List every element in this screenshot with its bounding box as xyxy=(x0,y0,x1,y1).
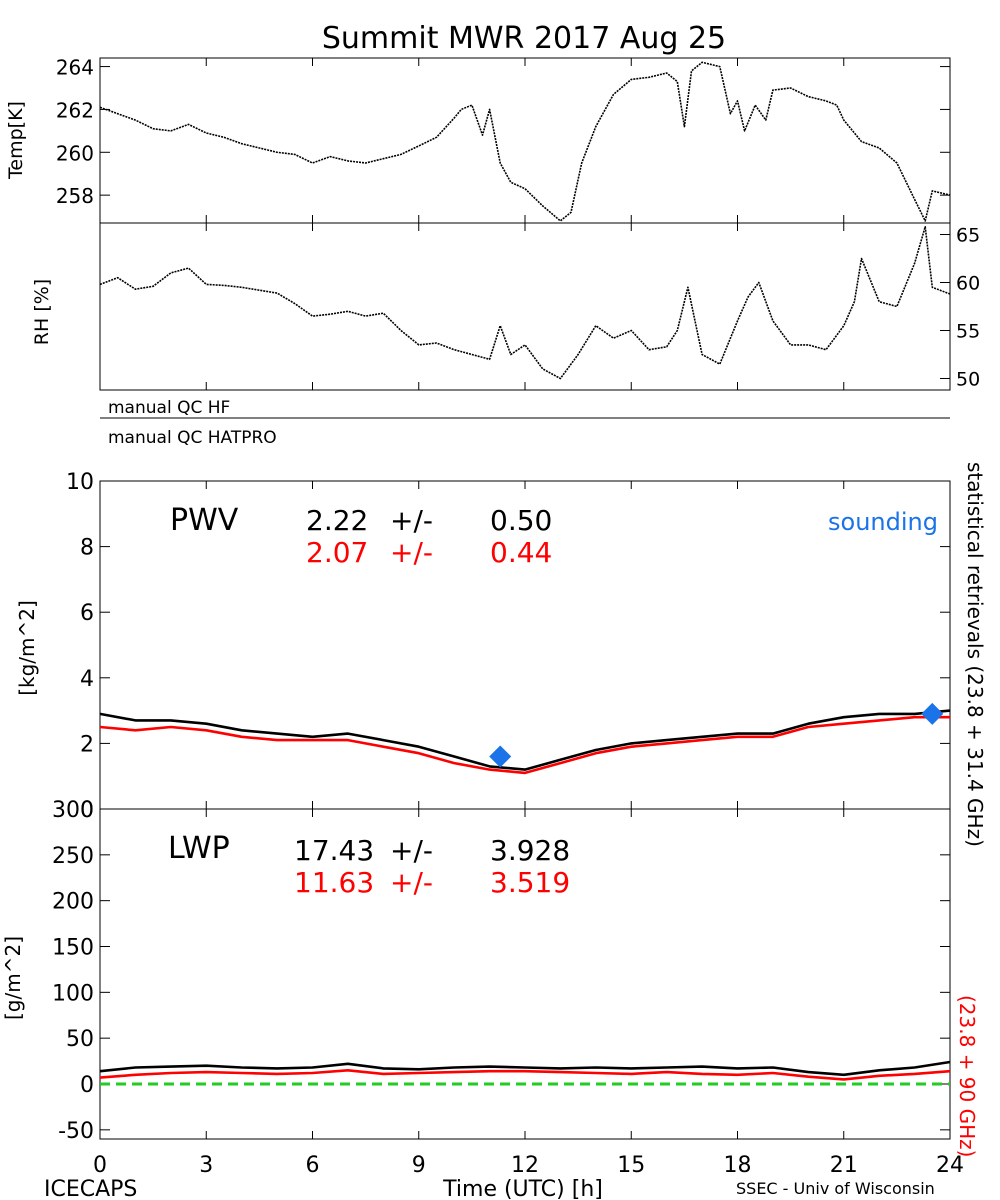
lwp-ytick-label: 200 xyxy=(52,890,94,915)
lwp-stat-black-mean: 17.43 xyxy=(294,834,374,867)
temperature-ytick-label: 260 xyxy=(56,141,94,165)
x-axis-label: Time (UTC) [h] xyxy=(442,1177,603,1200)
footer-right: SSEC - Univ of Wisconsin xyxy=(736,1179,935,1198)
right-label-black: statistical retrievals (23.8 + 31.4 GHz) xyxy=(963,462,987,847)
qc-label-hatpro: manual QC HATPRO xyxy=(108,428,277,448)
sounding-point xyxy=(921,702,944,725)
temperature-ytick-label: 264 xyxy=(56,56,94,80)
relative_humidity-series-black-line xyxy=(99,226,951,380)
lwp-ytick-label: -50 xyxy=(58,1119,94,1144)
temperature-ytick-label: 262 xyxy=(56,98,94,122)
pwv-ytick-label: 10 xyxy=(66,470,94,495)
pwv-stat-black-sd: 0.50 xyxy=(490,504,552,537)
qc-label-hf: manual QC HF xyxy=(108,398,230,418)
lwp-series-red-line xyxy=(99,1069,951,1081)
pwv-ytick-label: 6 xyxy=(80,601,94,626)
pwv-axis-label: [kg/m^2] xyxy=(15,600,39,696)
relative_humidity-ytick-label: 65 xyxy=(956,225,980,247)
sounding-point xyxy=(489,745,512,768)
relative_humidity-ytick-label: 50 xyxy=(956,368,980,390)
temperature-ytick-label: 258 xyxy=(56,184,94,208)
temperature-axis-label: Temp[K] xyxy=(5,101,27,180)
xtick-label: 18 xyxy=(724,1153,752,1178)
rh-axis-label: RH [%] xyxy=(31,279,53,345)
xtick-label: 6 xyxy=(306,1153,320,1178)
lwp-stat-black-sd: 3.928 xyxy=(490,834,570,867)
lwp-ytick-label: 300 xyxy=(52,798,94,823)
lwp-ytick-label: 150 xyxy=(52,936,94,961)
xtick-label: 9 xyxy=(412,1153,426,1178)
pwv-panel-label: PWV xyxy=(170,503,239,538)
xtick-label: 0 xyxy=(93,1153,107,1178)
xtick-label: 3 xyxy=(199,1153,213,1178)
lwp-ytick-label: 100 xyxy=(52,981,94,1006)
lwp-stat-red-sd: 3.519 xyxy=(490,866,570,899)
lwp-axis-label: [g/m^2] xyxy=(1,936,25,1020)
lwp-stat-black-pm: +/- xyxy=(390,834,433,867)
footer-left: ICECAPS xyxy=(44,1177,137,1200)
lwp-stat-red-mean: 11.63 xyxy=(294,866,374,899)
pwv-ytick-label: 2 xyxy=(80,732,94,757)
pwv-series-red-line xyxy=(99,715,950,775)
pwv-stat-black-pm: +/- xyxy=(390,504,433,537)
pwv-ytick-label: 8 xyxy=(80,536,94,561)
xtick-label: 24 xyxy=(936,1153,964,1178)
pwv-stat-black-mean: 2.22 xyxy=(306,504,368,537)
pwv-stat-red-sd: 0.44 xyxy=(490,536,552,569)
temperature-frame xyxy=(99,57,951,224)
chart-title: Summit MWR 2017 Aug 25 xyxy=(322,21,726,56)
right-label-red: (23.8 + 90 GHz) xyxy=(955,995,979,1157)
lwp-panel-label: LWP xyxy=(168,831,230,866)
sounding-legend: sounding xyxy=(828,508,938,536)
pwv-ytick-label: 4 xyxy=(80,667,94,692)
pwv-stat-red-pm: +/- xyxy=(390,536,433,569)
pwv-ytick-label: 0 xyxy=(80,798,94,823)
xtick-label: 12 xyxy=(511,1153,539,1178)
lwp-ytick-label: 250 xyxy=(52,844,94,869)
rh-frame xyxy=(99,222,951,391)
lwp-ytick-label: 0 xyxy=(80,1073,94,1098)
pwv-stat-red-mean: 2.07 xyxy=(306,536,368,569)
lwp-series-black-line xyxy=(99,1060,951,1077)
lwp-stat-red-pm: +/- xyxy=(390,866,433,899)
xtick-label: 21 xyxy=(830,1153,858,1178)
lwp-ytick-label: 50 xyxy=(66,1027,94,1052)
relative_humidity-ytick-label: 60 xyxy=(956,273,980,295)
plot-layer: 258260262264505560650246810-500501001502… xyxy=(52,56,980,1178)
pwv-series-black-line xyxy=(99,709,951,771)
relative_humidity-ytick-label: 55 xyxy=(956,320,980,342)
temperature-series-black-line xyxy=(99,61,951,222)
xtick-label: 15 xyxy=(617,1153,645,1178)
